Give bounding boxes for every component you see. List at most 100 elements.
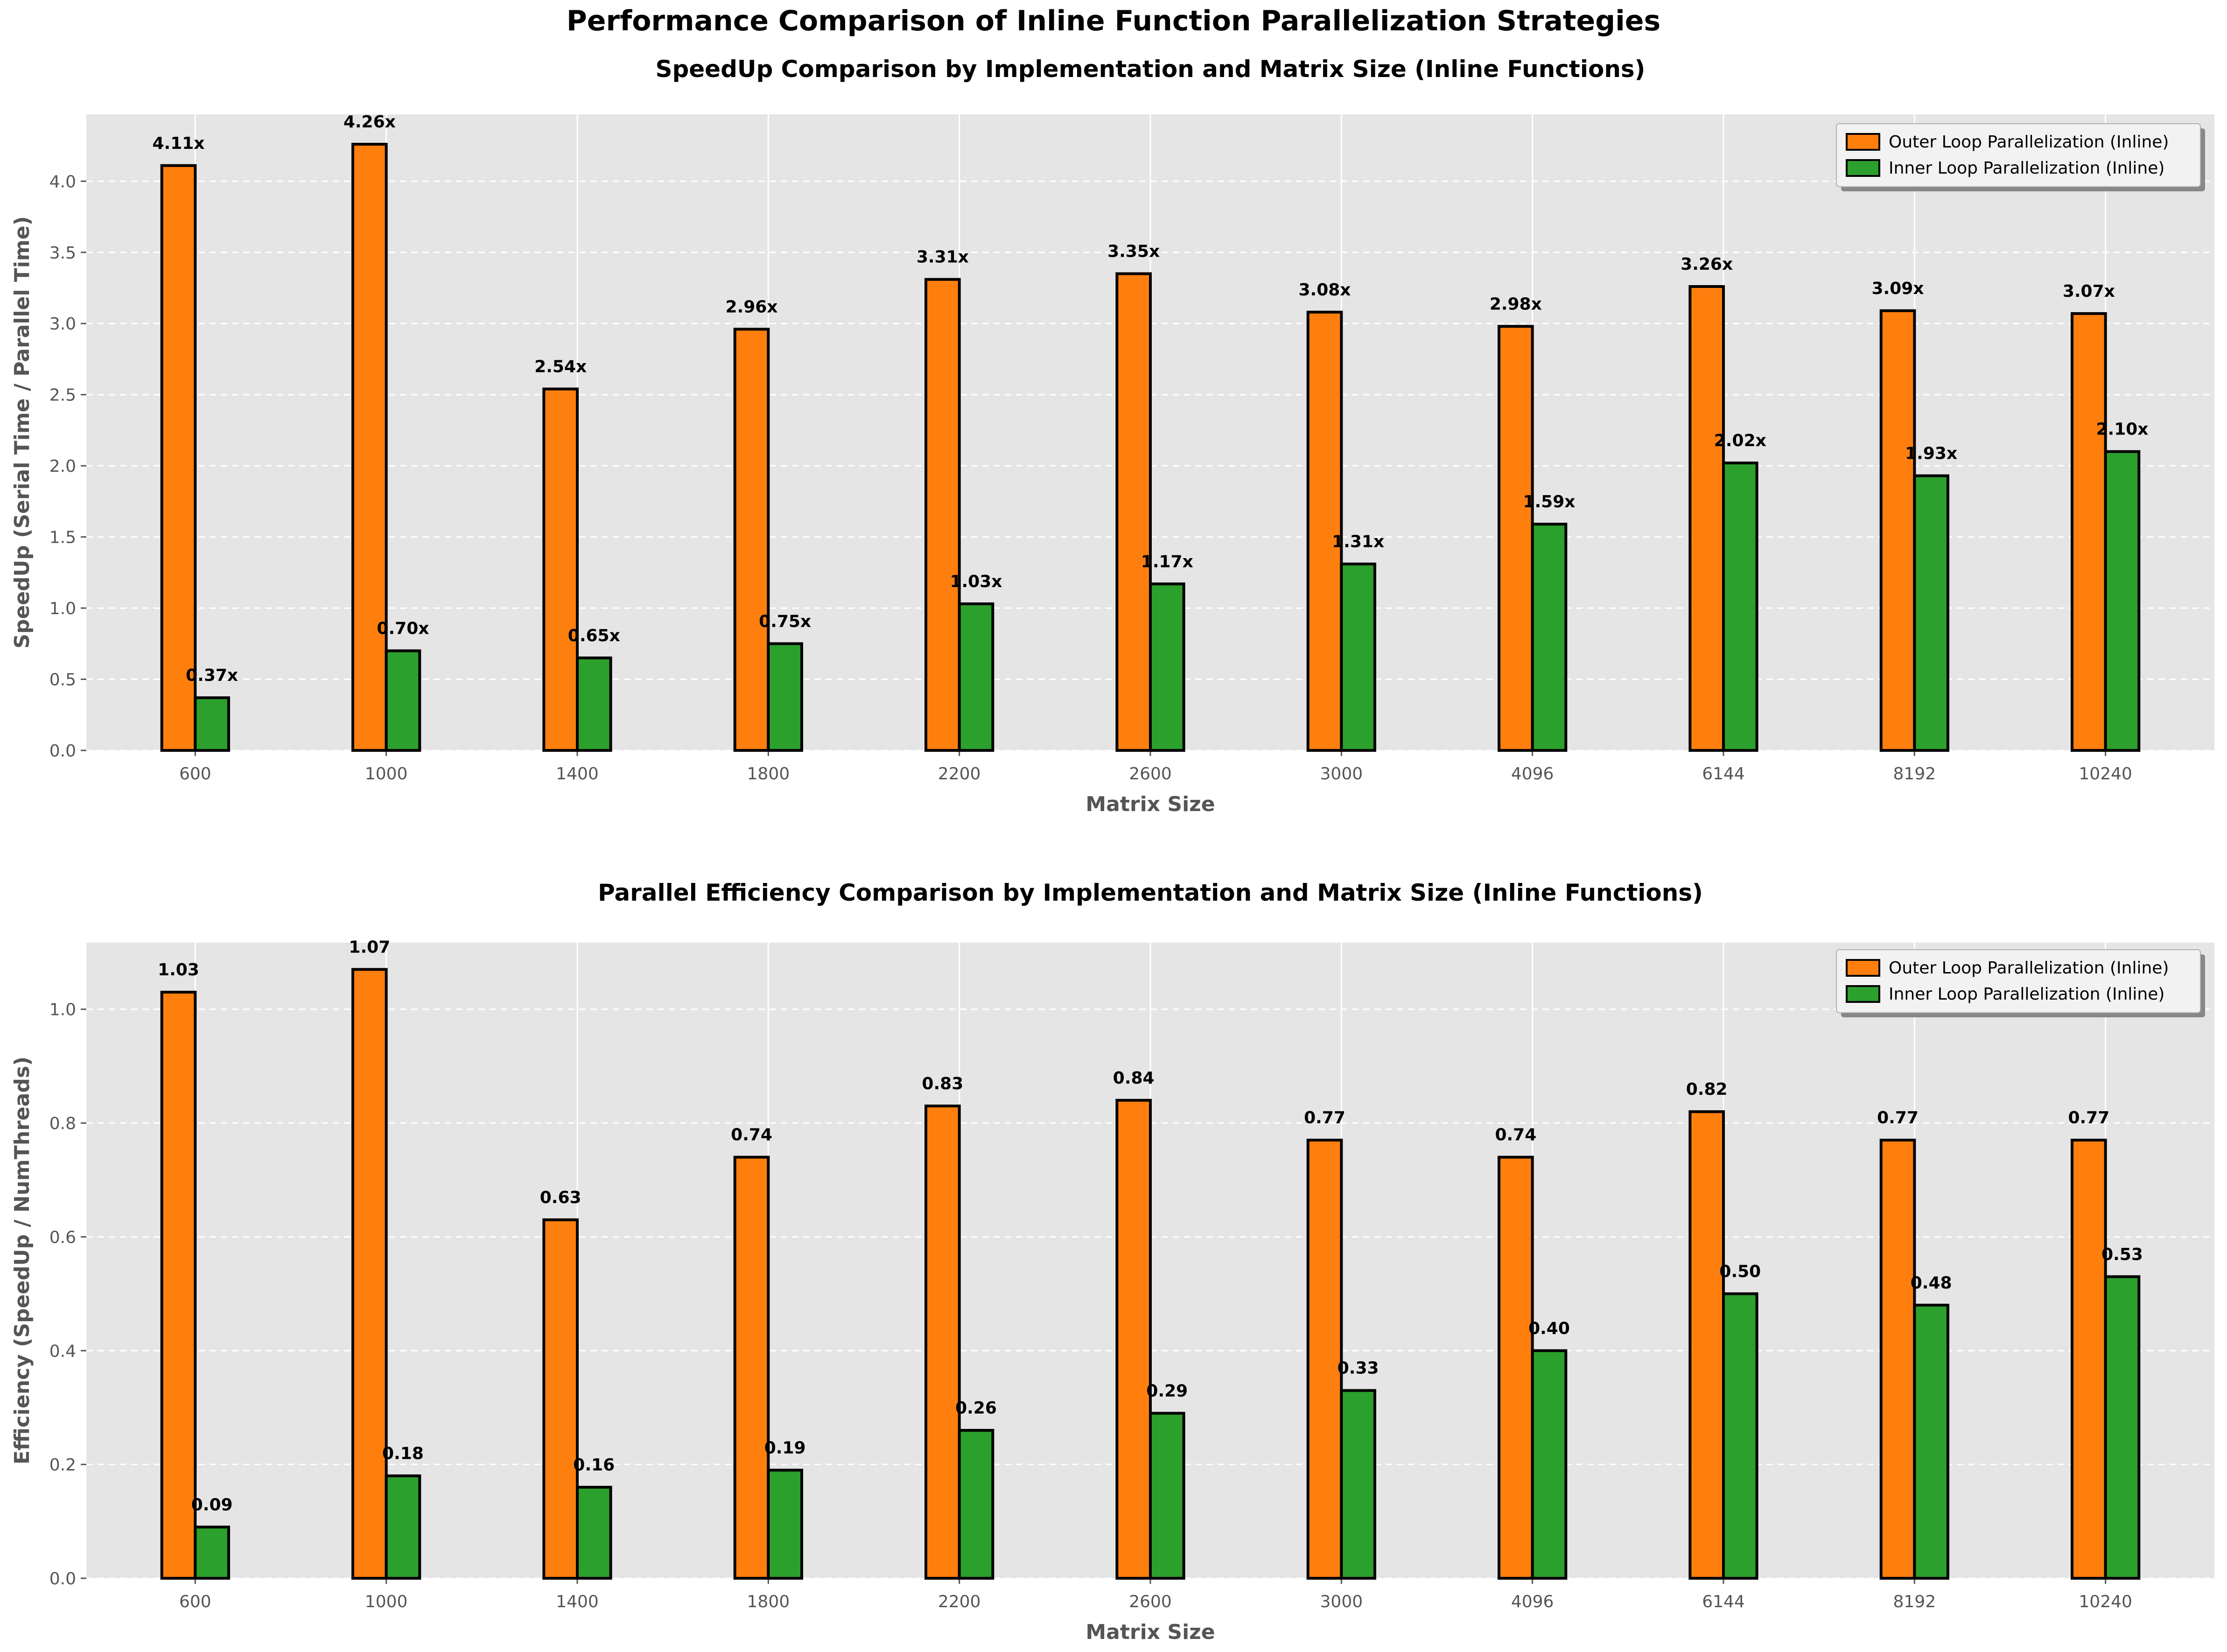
outer-bar [160,991,197,1580]
outer-bar [542,387,579,752]
outer-bar [733,1155,770,1580]
inner-bar [1913,474,1949,752]
legend-label: Inner Loop Parallelization (Inline) [1889,159,2164,178]
x-tick-label: 1400 [556,1592,599,1611]
x-tick-label: 4096 [1511,1592,1554,1611]
x-tick-label: 1400 [556,764,599,784]
x-tick-label: 2600 [1129,1592,1172,1611]
bar-value-label: 1.07 [349,938,390,957]
inner-bar [958,602,994,752]
inner-bar [1531,1349,1568,1580]
y-tick-label: 0.0 [49,1569,76,1589]
x-tick-label: 10240 [2079,1592,2132,1611]
legend-label: Outer Loop Parallelization (Inline) [1889,133,2169,152]
x-tick-label: 2600 [1129,764,1172,784]
x-tick-label: 600 [179,1592,211,1611]
inner-bar [194,696,230,752]
bar-value-label: 3.31x [917,248,969,267]
legend-label: Outer Loop Parallelization (Inline) [1889,959,2169,978]
legend [1836,949,2201,1013]
bar-value-label: 0.48 [1911,1274,1952,1293]
legend-swatch [1846,959,1880,977]
outer-bar [2071,312,2107,752]
bar-value-label: 2.54x [534,357,587,377]
x-tick-label: 2200 [938,1592,981,1611]
legend [1836,123,2201,187]
bar-value-label: 0.40 [1528,1319,1570,1338]
bar-value-label: 1.93x [1905,444,1957,463]
outer-bar [351,968,388,1580]
inner-bar [1340,1389,1376,1580]
bar-value-label: 0.77 [2068,1108,2109,1127]
bar-value-label: 0.37x [186,666,238,685]
outer-bar [1115,272,1152,752]
figure-title: Performance Comparison of Inline Functio… [566,5,1661,37]
y-axis-label: Efficiency (SpeedUp / NumThreads) [10,1057,34,1464]
outer-bar [1306,1139,1343,1580]
legend-swatch [1846,985,1880,1003]
y-tick-label: 0.4 [49,1342,76,1361]
bar-value-label: 1.59x [1523,492,1575,511]
y-tick-label: 0.0 [49,742,76,761]
outer-bar [1688,1110,1725,1580]
x-tick-label: 3000 [1320,764,1363,784]
y-tick-label: 0.2 [49,1456,76,1475]
inner-bar [575,656,612,752]
bar-value-label: 0.33 [1338,1359,1379,1378]
inner-bar [385,649,421,752]
bar-value-label: 0.50 [1719,1262,1761,1281]
x-tick-label: 4096 [1511,764,1554,784]
bar-value-label: 2.98x [1490,294,1542,314]
bar-value-label: 3.26x [1681,255,1733,274]
bar-value-label: 0.19 [764,1438,806,1457]
bar-value-label: 0.83 [922,1074,963,1093]
bar-value-label: 3.07x [2063,282,2115,301]
inner-bar [1913,1303,1949,1580]
inner-bar [2104,450,2141,752]
outer-bar [351,143,388,752]
x-tick-label: 10240 [2079,764,2132,784]
bar-value-label: 0.63 [540,1188,581,1207]
bar-value-label: 1.17x [1141,552,1193,571]
inner-bar [1340,562,1376,752]
bar-value-label: 3.35x [1107,242,1160,261]
bar-value-label: 2.96x [725,297,777,316]
x-tick-label: 8192 [1893,764,1936,784]
bar-value-label: 0.74 [731,1126,772,1145]
bar-value-label: 3.09x [1872,279,1924,298]
bar-value-label: 0.84 [1113,1069,1155,1088]
x-tick-label: 2200 [938,764,981,784]
x-tick-label: 6144 [1702,764,1745,784]
outer-bar [1498,1155,1534,1580]
inner-bar [385,1474,421,1580]
inner-bar [575,1485,612,1580]
outer-bar [160,164,197,752]
inner-bar [958,1428,994,1580]
bar-value-label: 0.77 [1877,1108,1919,1127]
outer-bar [2071,1139,2107,1580]
y-tick-label: 1.0 [49,1001,76,1020]
x-tick-label: 1000 [365,1592,408,1611]
inner-bar [1149,1412,1185,1580]
chart-title: SpeedUp Comparison by Implementation and… [655,56,1645,83]
y-tick-label: 2.5 [49,386,76,405]
bar-value-label: 1.03x [950,572,1002,591]
legend-swatch [1846,159,1880,177]
bar-value-label: 0.29 [1146,1381,1188,1400]
bar-value-label: 0.26 [955,1399,997,1418]
y-tick-label: 1.0 [49,599,76,618]
x-tick-label: 3000 [1320,1592,1363,1611]
outer-bar [1879,309,1916,752]
y-tick-label: 0.6 [49,1228,76,1247]
bar-value-label: 0.75x [759,612,811,631]
inner-bar [1722,1292,1758,1580]
bar-value-label: 0.09 [191,1495,233,1514]
inner-bar [767,642,803,752]
x-tick-label: 6144 [1702,1592,1745,1611]
y-tick-label: 3.5 [49,244,76,263]
bar-value-label: 0.53 [2101,1245,2143,1264]
x-tick-label: 1000 [365,764,408,784]
inner-bar [767,1469,803,1580]
outer-bar [1115,1099,1152,1580]
